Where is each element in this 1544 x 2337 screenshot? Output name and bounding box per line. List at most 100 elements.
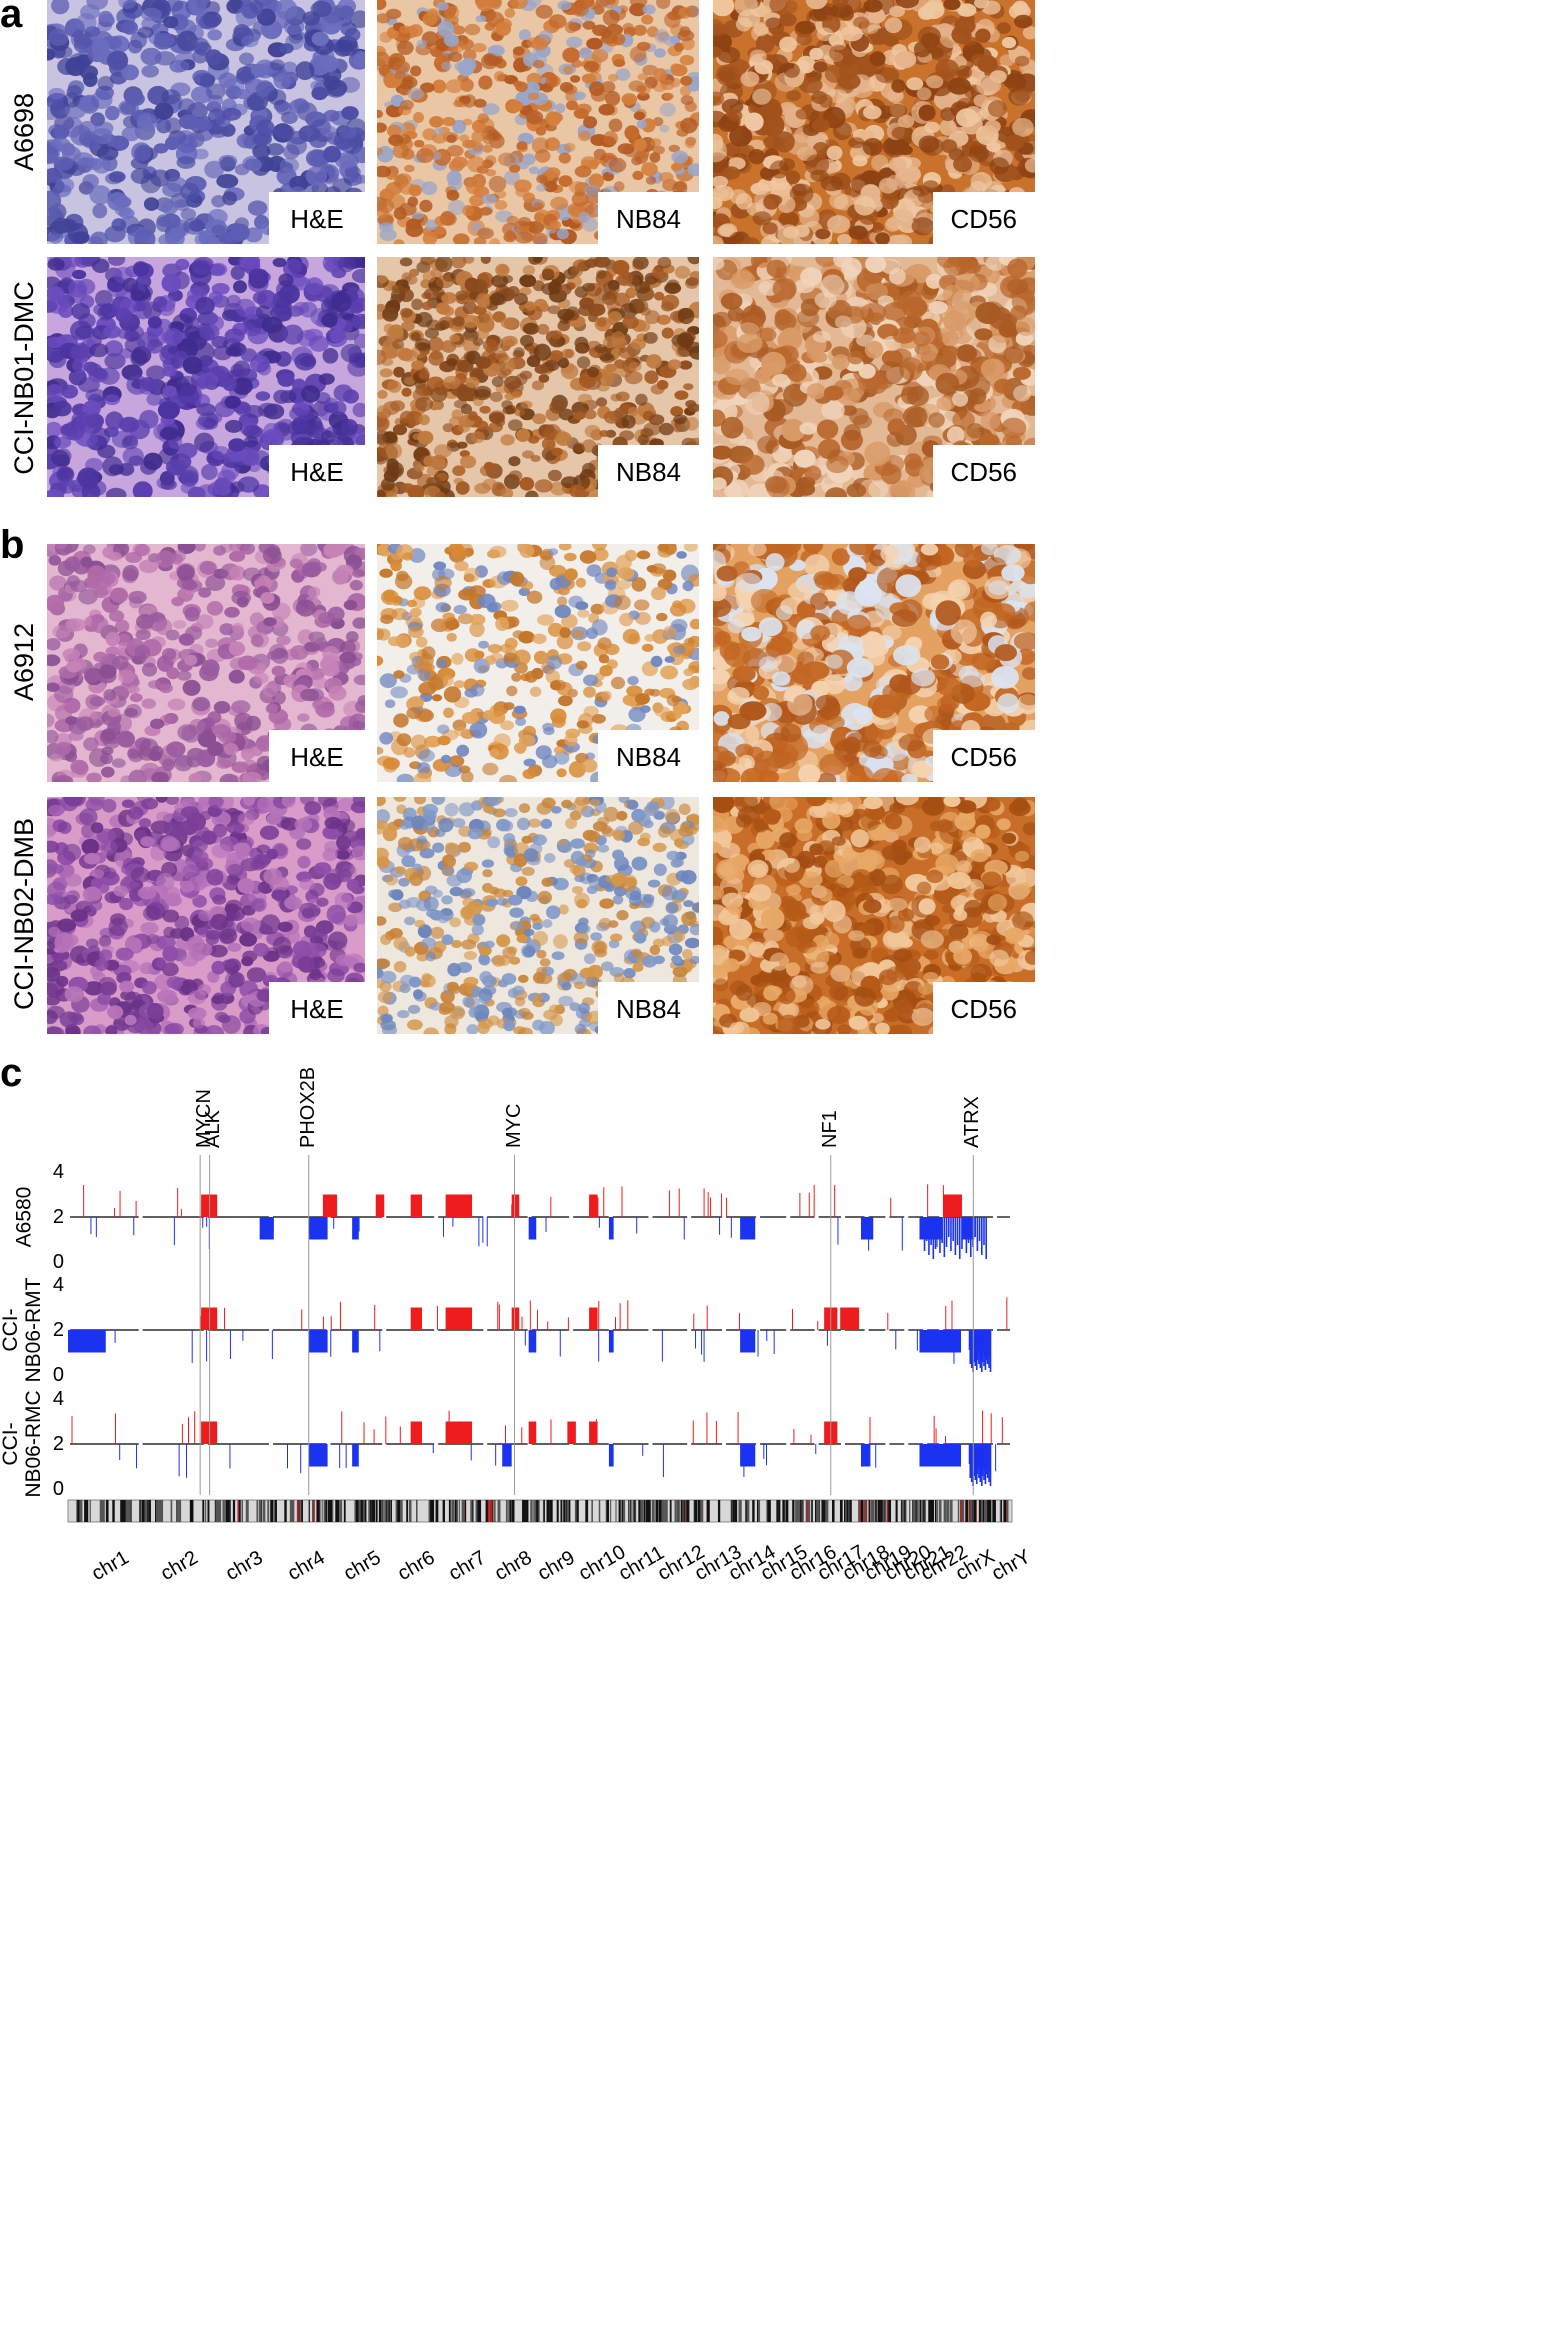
ideogram-band <box>661 1500 664 1522</box>
y-tick-label: 4 <box>52 1274 64 1296</box>
ideogram-band <box>363 1500 366 1522</box>
ideogram-band <box>610 1500 612 1522</box>
loss-segment <box>608 1217 614 1240</box>
gene-label: ALK <box>202 1110 225 1148</box>
ideogram-band <box>566 1500 569 1522</box>
stain-label: CD56 <box>932 445 1035 497</box>
loss-segment <box>919 1330 962 1353</box>
micrograph-a1-3: CD56 <box>713 0 1035 244</box>
ideogram-band <box>218 1500 222 1522</box>
ideogram-band <box>225 1500 228 1522</box>
ideogram-band <box>768 1500 771 1522</box>
gene-label: PHOX2B <box>296 1066 319 1148</box>
ideogram-band <box>316 1500 318 1522</box>
ideogram-band <box>1005 1500 1008 1522</box>
ideogram-band <box>657 1500 659 1522</box>
ideogram-band <box>682 1500 684 1522</box>
ideogram-band <box>670 1500 672 1522</box>
gain-segment <box>511 1307 520 1330</box>
ideogram-band <box>785 1500 789 1522</box>
ideogram-band <box>585 1500 589 1522</box>
ideogram-band <box>89 1500 91 1522</box>
ideogram-band <box>284 1500 287 1522</box>
ideogram-band <box>1000 1500 1003 1522</box>
ideogram-band <box>301 1500 303 1522</box>
loss-segment <box>308 1217 328 1240</box>
ideogram-band <box>949 1500 953 1522</box>
ideogram-band <box>148 1500 151 1522</box>
ideogram-band <box>792 1500 795 1522</box>
ideogram-band <box>522 1500 526 1522</box>
ideogram-band <box>408 1500 412 1522</box>
ideogram-band <box>99 1500 103 1522</box>
ideogram-band <box>511 1500 515 1522</box>
ideogram-band <box>651 1500 655 1522</box>
row-label-b1: A6912 <box>9 622 39 702</box>
ideogram-band <box>102 1500 104 1522</box>
ideogram-band <box>455 1500 458 1522</box>
ideogram-band <box>494 1500 496 1522</box>
ideogram-band <box>232 1500 236 1522</box>
ideogram-band <box>839 1500 842 1522</box>
ideogram-band <box>808 1500 811 1522</box>
ideogram-band <box>987 1500 990 1522</box>
ideogram-band <box>782 1500 785 1522</box>
gene-label: NF1 <box>818 1110 841 1148</box>
ideogram-band <box>957 1500 960 1522</box>
ideogram-band <box>536 1500 539 1522</box>
ideogram-band <box>105 1500 109 1522</box>
ideogram-band <box>375 1500 378 1522</box>
y-tick-label: 2 <box>52 1206 64 1228</box>
ideogram-band <box>797 1500 801 1522</box>
ideogram-band <box>178 1500 182 1522</box>
ideogram-band <box>245 1500 249 1522</box>
ideogram-band <box>451 1500 454 1522</box>
ideogram-band <box>901 1500 905 1522</box>
ideogram-band <box>807 1500 810 1522</box>
ideogram-band <box>312 1500 314 1522</box>
ideogram-band <box>258 1500 262 1522</box>
ideogram-band <box>683 1500 687 1522</box>
ideogram-band <box>923 1500 926 1522</box>
y-tick-label: 0 <box>52 1251 64 1273</box>
loss-segment <box>740 1330 756 1353</box>
ideogram-band <box>832 1500 835 1522</box>
ideogram-band <box>103 1500 105 1522</box>
ideogram-band <box>388 1500 390 1522</box>
ideogram-band <box>335 1500 338 1522</box>
ideogram-band <box>859 1500 861 1522</box>
loss-segment <box>860 1444 871 1467</box>
ideogram-band <box>875 1500 877 1522</box>
ideogram-band <box>732 1500 735 1522</box>
ideogram-band <box>978 1500 981 1522</box>
ideogram-band <box>560 1500 563 1522</box>
ideogram-band <box>202 1500 205 1522</box>
ideogram-band <box>919 1500 922 1522</box>
ideogram-band <box>733 1500 735 1522</box>
ideogram-band <box>456 1500 459 1522</box>
ideogram-band <box>999 1500 1002 1522</box>
ideogram-band <box>936 1500 938 1522</box>
stain-label: NB84 <box>597 445 699 497</box>
ideogram-band <box>700 1500 703 1522</box>
ideogram-band <box>618 1500 621 1522</box>
ideogram-band <box>622 1500 626 1522</box>
ideogram-band <box>662 1500 665 1522</box>
ideogram-strip <box>67 1499 1013 1523</box>
ideogram-band <box>226 1500 230 1522</box>
ideogram-band <box>646 1500 649 1522</box>
ideogram-band <box>591 1500 593 1522</box>
ideogram-band <box>207 1500 210 1522</box>
loss-segment <box>528 1330 537 1353</box>
ideogram-band <box>1006 1500 1009 1522</box>
ideogram-band <box>858 1500 860 1522</box>
ideogram-band <box>888 1500 892 1522</box>
ideogram-band <box>461 1500 465 1522</box>
gain-segment <box>511 1194 520 1217</box>
ideogram-band <box>1003 1500 1007 1522</box>
ideogram-band <box>863 1500 866 1522</box>
ideogram-band <box>734 1500 738 1522</box>
loss-segment <box>740 1217 756 1240</box>
ideogram-band <box>157 1500 160 1522</box>
ideogram-band <box>358 1500 361 1522</box>
